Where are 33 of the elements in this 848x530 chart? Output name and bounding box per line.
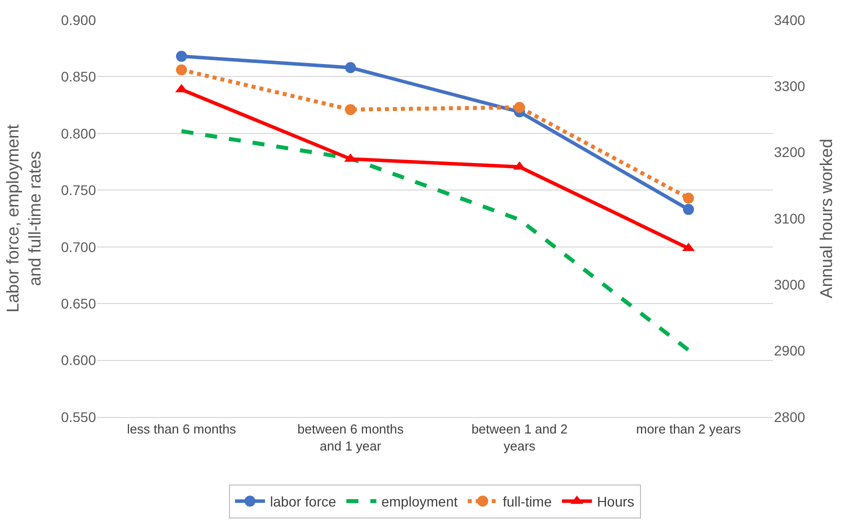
legend-label: Hours xyxy=(596,494,634,510)
y-tick-label: 0.550 xyxy=(60,408,96,425)
line-series xyxy=(180,129,690,352)
y2-tick-label: 3000 xyxy=(774,276,806,293)
y2-tick-label: 2900 xyxy=(774,342,806,359)
y2-tick-label: 3100 xyxy=(774,210,806,226)
y2-tick-label: 3200 xyxy=(774,144,806,160)
point xyxy=(683,204,694,215)
x-tick-label: between 1 and 2 years xyxy=(471,422,568,454)
point xyxy=(345,104,356,116)
legend-label: employment xyxy=(381,494,458,510)
y2-axis-title: Annual hours worked xyxy=(816,138,836,298)
y-tick-label: 0.700 xyxy=(60,238,96,255)
x-tick-label: between 6 months and 1 year xyxy=(297,422,404,454)
y-tick-label: 0.900 xyxy=(60,12,96,28)
y2-tick-label: 2800 xyxy=(774,408,806,425)
point xyxy=(514,102,525,113)
point xyxy=(683,192,694,204)
y-tick-label: 0.650 xyxy=(60,295,96,312)
y-tick-label: 0.850 xyxy=(60,68,96,85)
y-tick-label: 0.800 xyxy=(60,125,96,142)
y2-tick-label: 3400 xyxy=(774,12,806,28)
x-tick-label: more than 2 years xyxy=(636,422,742,437)
y-axis-title: Labor force, employment and full-time rates xyxy=(3,124,45,313)
point xyxy=(176,50,187,62)
y2-tick-label: 3300 xyxy=(774,78,806,94)
legend-label: full-time xyxy=(502,494,552,510)
y-tick-label: 0.750 xyxy=(60,182,96,198)
legend-label: labor force xyxy=(270,494,336,510)
point xyxy=(345,62,356,74)
y-tick-label: 0.600 xyxy=(60,352,96,368)
point xyxy=(176,64,187,76)
x-tick-label: less than 6 months xyxy=(126,422,237,437)
